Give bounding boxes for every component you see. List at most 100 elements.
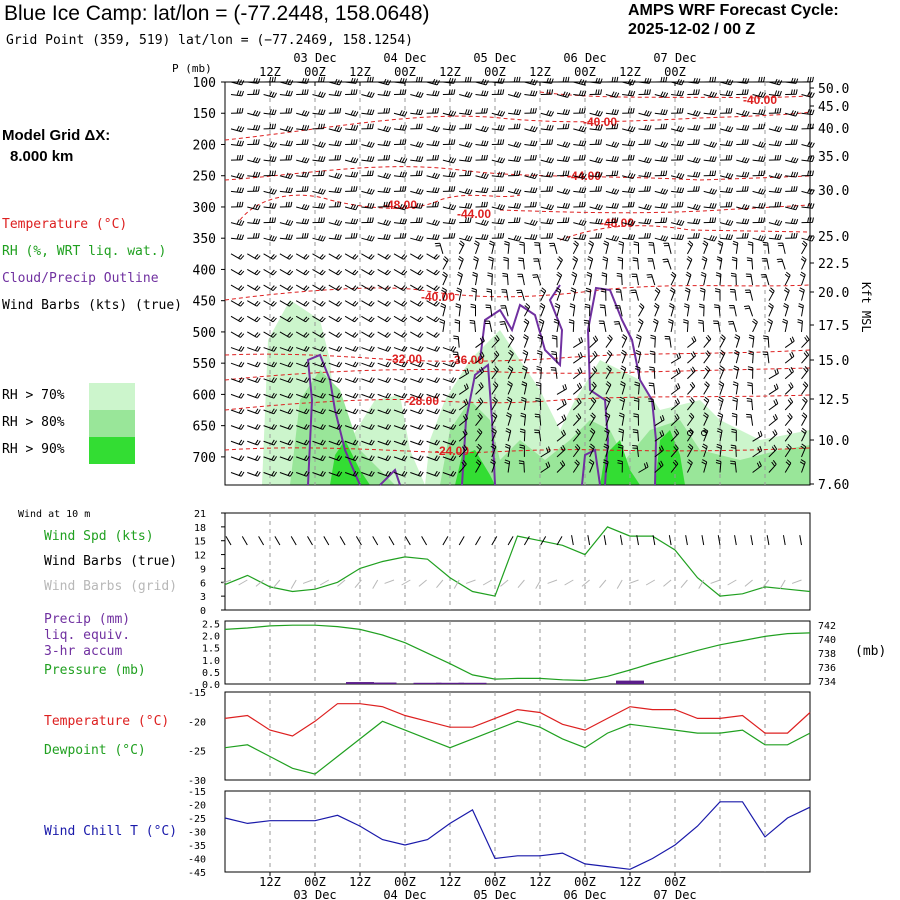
wind-barb-feather <box>702 242 708 247</box>
wind-barb-feather <box>257 346 261 352</box>
wind-barb <box>719 399 724 411</box>
wind-barb <box>784 447 792 458</box>
wind-barb-feather <box>450 345 455 351</box>
wind-barb-feather <box>434 173 438 179</box>
wind-barb <box>605 112 617 116</box>
wind-barb-feather <box>684 303 690 306</box>
wind-barb-feather <box>238 455 243 461</box>
wind-barb-feather <box>676 125 680 131</box>
wind-barb <box>686 320 689 332</box>
wind-barb-feather <box>271 235 275 241</box>
temperature-contours <box>224 91 811 454</box>
wind-barb-feather <box>491 414 497 419</box>
wind-barb-feather <box>450 455 455 461</box>
height-tick-label: 20.0 <box>818 286 849 301</box>
wind-barb-feather <box>681 173 685 179</box>
wind-barb-feather <box>387 80 392 86</box>
legend-temperature-lower: Temperature (°C) <box>44 714 170 729</box>
wind-barb <box>247 253 258 260</box>
wind-barb <box>523 337 529 348</box>
wind-barb-grid <box>372 579 379 589</box>
wind-barb-feather <box>783 305 788 309</box>
wind-barb <box>279 378 291 384</box>
wind-barb <box>442 159 454 164</box>
wind-barb-feather <box>741 171 745 177</box>
wind-barb <box>328 190 340 194</box>
wind-barb <box>768 222 780 226</box>
wind-barb-feather <box>306 139 309 145</box>
wind-barb-feather <box>404 111 408 117</box>
pressure-series <box>224 624 811 682</box>
wind-barb-feather <box>732 243 738 246</box>
wind-barb-feather <box>565 156 568 162</box>
wind-barb-feather <box>432 154 435 161</box>
wind-barb-feather <box>371 203 375 209</box>
wind-barb <box>439 243 444 254</box>
wind-barb <box>361 393 372 399</box>
wind-barb-feather <box>714 76 717 82</box>
wind-barb-feather <box>236 234 240 240</box>
wind-barb-feather <box>434 377 438 382</box>
temperature-contour <box>224 367 811 381</box>
wind-barb-feather <box>776 126 780 132</box>
wind-barb <box>538 242 542 254</box>
wind-barb-feather <box>287 392 292 398</box>
wind-barb-feather <box>371 393 375 399</box>
wind-barb-feather <box>355 111 359 117</box>
wind-barb-feather <box>437 108 440 114</box>
wind-barb-feather <box>257 456 261 461</box>
wind-barb-feather <box>417 424 422 429</box>
wind-barb <box>247 440 258 446</box>
wind-barb <box>328 472 340 477</box>
wind-barb-feather <box>644 110 648 116</box>
wind-barb-feather <box>732 399 738 402</box>
wind-barb <box>377 300 388 307</box>
wind-barb-feather <box>388 187 391 193</box>
wind-barb-feather <box>676 353 679 359</box>
pressure-tick-label: 736 <box>818 663 836 674</box>
wind-barb <box>703 289 706 301</box>
wind-barb-feather <box>521 367 527 371</box>
wind-barb-feather <box>597 157 601 163</box>
wind-barb-feather <box>301 89 304 95</box>
wind-barb-feather <box>469 123 472 129</box>
wind-barb-feather <box>497 89 500 95</box>
wind-barb-feather <box>562 76 565 82</box>
wind-barb <box>344 300 355 307</box>
wind-barb-feather <box>622 334 628 338</box>
wind-barb-feather <box>592 381 597 387</box>
wind-barb <box>442 320 446 333</box>
wind-barb-grid <box>465 579 476 584</box>
wind-barb-feather <box>600 172 603 178</box>
wind-barb-feather <box>803 367 808 373</box>
wind-barb <box>344 269 355 276</box>
wind-barb <box>345 175 357 178</box>
wind-barb <box>735 367 740 379</box>
wind-barb <box>230 331 241 338</box>
wind-barb-feather <box>338 378 343 383</box>
wind-barb-feather <box>695 125 698 131</box>
wind-barb-feather <box>788 412 793 418</box>
wind-barb-feather <box>687 256 693 260</box>
wind-barb <box>556 190 568 195</box>
wind-barb-feather <box>798 305 804 309</box>
wind-barb-feather <box>551 139 554 145</box>
wind-barb-feather <box>777 260 783 263</box>
wind-barb <box>458 448 468 458</box>
wind-barb-feather <box>287 408 292 414</box>
wind-barb-feather <box>627 125 631 131</box>
wind-barb-feather <box>753 318 758 323</box>
wind-barb-feather <box>469 170 472 176</box>
wind-barb-feather <box>646 233 649 239</box>
legend-precip: Precip (mm) <box>44 612 131 627</box>
wind-barb <box>295 331 306 338</box>
wind-barb <box>263 206 275 209</box>
wind-barb-feather <box>304 139 307 145</box>
wind-barb-feather <box>578 78 582 84</box>
wind-barb-feather <box>435 317 440 323</box>
wind-barb <box>377 331 388 338</box>
wind-barb-feather <box>454 321 460 324</box>
wind-barb-feather <box>689 428 694 433</box>
wind-barb-feather <box>273 456 277 461</box>
wind-barb <box>654 190 666 195</box>
